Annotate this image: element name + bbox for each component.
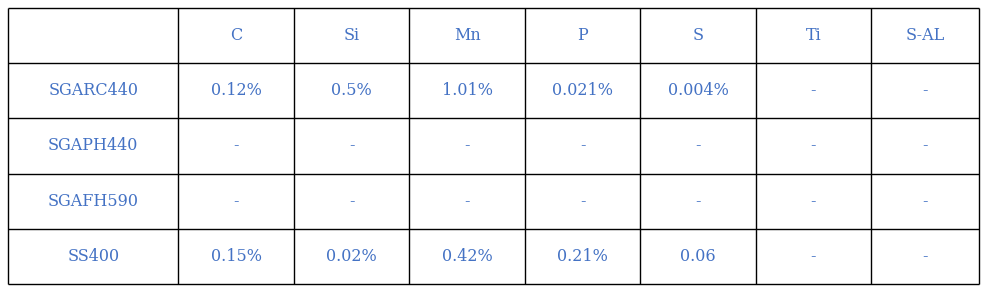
Text: SGAFH590: SGAFH590 — [47, 193, 139, 210]
Text: -: - — [810, 193, 815, 210]
Text: -: - — [579, 138, 585, 154]
Text: 0.42%: 0.42% — [442, 248, 492, 265]
Text: -: - — [921, 138, 927, 154]
Text: 1.01%: 1.01% — [441, 82, 492, 99]
Text: -: - — [234, 138, 239, 154]
Text: 0.02%: 0.02% — [326, 248, 377, 265]
Text: -: - — [348, 193, 354, 210]
Text: -: - — [348, 138, 354, 154]
Text: 0.021%: 0.021% — [551, 82, 612, 99]
Text: -: - — [694, 138, 700, 154]
Text: 0.004%: 0.004% — [667, 82, 728, 99]
Text: -: - — [234, 193, 239, 210]
Text: Mn: Mn — [454, 27, 480, 44]
Text: 0.06: 0.06 — [679, 248, 715, 265]
Text: -: - — [463, 193, 469, 210]
Text: 0.15%: 0.15% — [210, 248, 261, 265]
Text: S: S — [692, 27, 703, 44]
Text: -: - — [463, 138, 469, 154]
Text: -: - — [921, 248, 927, 265]
Text: SGAPH440: SGAPH440 — [48, 138, 138, 154]
Text: SGARC440: SGARC440 — [48, 82, 138, 99]
Text: -: - — [810, 248, 815, 265]
Text: -: - — [921, 193, 927, 210]
Text: 0.5%: 0.5% — [331, 82, 372, 99]
Text: 0.12%: 0.12% — [211, 82, 261, 99]
Text: -: - — [810, 138, 815, 154]
Text: C: C — [230, 27, 243, 44]
Text: Ti: Ti — [805, 27, 820, 44]
Text: SS400: SS400 — [67, 248, 119, 265]
Text: P: P — [577, 27, 588, 44]
Text: -: - — [921, 82, 927, 99]
Text: -: - — [579, 193, 585, 210]
Text: -: - — [810, 82, 815, 99]
Text: 0.21%: 0.21% — [556, 248, 607, 265]
Text: -: - — [694, 193, 700, 210]
Text: S-AL: S-AL — [904, 27, 944, 44]
Text: Si: Si — [343, 27, 359, 44]
